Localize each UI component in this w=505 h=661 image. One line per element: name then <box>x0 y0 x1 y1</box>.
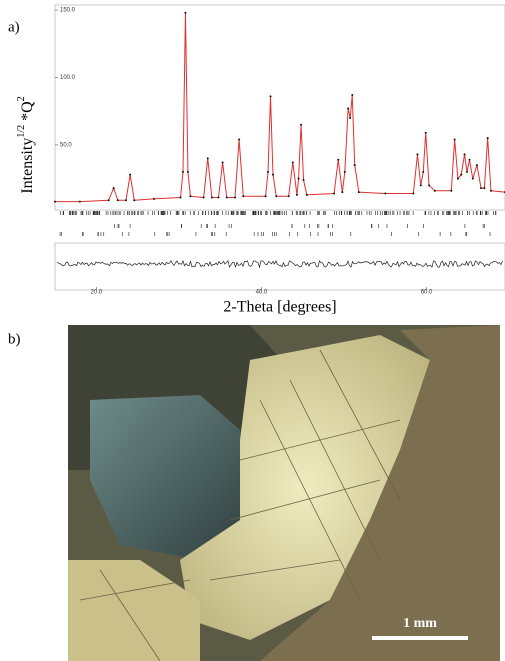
observed-point <box>486 137 489 140</box>
observed-point <box>238 138 241 141</box>
y-label-sup: 1/2 <box>16 125 27 138</box>
observed-point <box>264 195 267 198</box>
observed-point <box>424 131 427 134</box>
panel-label: a) <box>8 19 20 35</box>
observed-point <box>480 187 483 190</box>
observed-point <box>483 187 486 190</box>
observed-point <box>217 196 220 199</box>
observed-point <box>275 195 278 198</box>
observed-point <box>271 173 274 176</box>
x-tick-label: 40.0 <box>256 290 268 296</box>
observed-point <box>412 192 415 195</box>
difference-frame <box>54 242 505 291</box>
observed-point <box>466 170 469 173</box>
observed-point <box>179 196 182 199</box>
observed-point <box>206 157 209 160</box>
fine-grained-matrix <box>260 325 500 661</box>
observed-point <box>242 195 245 198</box>
observed-point <box>460 173 463 176</box>
observed-point <box>337 158 340 161</box>
observed-point <box>297 177 300 180</box>
difference-curve <box>56 259 503 269</box>
observed-point <box>300 123 303 126</box>
observed-point <box>107 199 110 202</box>
observed-point <box>428 184 431 187</box>
panel-label: b) <box>8 331 21 347</box>
observed-point <box>353 164 356 167</box>
observed-point <box>463 153 466 156</box>
y-tick-label: 50.0 <box>60 143 72 149</box>
observed-point <box>129 173 132 176</box>
observed-point <box>287 195 290 198</box>
observed-point <box>453 138 456 141</box>
micrograph: 1 mm <box>68 325 500 661</box>
calculated-line <box>55 12 505 203</box>
y-label-mid: *Q <box>19 101 36 125</box>
observed-point <box>295 193 298 196</box>
observed-point <box>419 184 422 187</box>
observed-point <box>357 191 360 194</box>
scale-bar-label: 1 mm <box>403 616 437 631</box>
observed-point <box>384 192 387 195</box>
blue-grain <box>90 395 250 560</box>
observed-point <box>302 179 305 182</box>
plot-frame <box>54 4 505 211</box>
y-tick-label: 100.0 <box>60 75 76 81</box>
observed-point <box>341 191 344 194</box>
observed-point <box>422 170 425 173</box>
x-tick-label: 20.0 <box>90 290 102 296</box>
observed-point <box>416 153 419 156</box>
observed-point <box>351 94 354 97</box>
observed-point <box>450 189 453 192</box>
y-label-sup: 2 <box>16 96 27 101</box>
observed-point <box>433 189 436 192</box>
observed-point <box>489 189 492 192</box>
observed-point <box>343 170 346 173</box>
observed-point <box>221 161 224 164</box>
x-tick-label: 60.0 <box>421 290 433 296</box>
observed-point <box>116 199 119 202</box>
observed-point <box>189 195 192 198</box>
observed-point <box>234 196 236 199</box>
x-axis-label: 2-Theta [degrees] <box>223 299 336 316</box>
observed-point <box>468 158 471 161</box>
pale-grain <box>180 335 430 640</box>
observed-point <box>112 187 115 190</box>
observed-point <box>267 170 270 173</box>
observed-point <box>471 177 474 180</box>
observed-point <box>269 95 272 98</box>
observed-point <box>186 170 189 173</box>
observed-point <box>333 192 336 195</box>
observed-point <box>125 199 128 202</box>
y-tick-label: 150.0 <box>60 8 76 14</box>
y-label-main: Intensity <box>19 138 36 194</box>
y-axis-label: Intensity1/2 *Q2 <box>16 96 35 193</box>
observed-point <box>202 196 205 199</box>
observed-point <box>133 199 136 202</box>
observed-point <box>475 164 478 167</box>
observed-point <box>456 177 459 180</box>
cleavage-lines <box>79 349 401 661</box>
pale-grain <box>68 560 200 661</box>
observed-point <box>181 170 184 173</box>
observed-point <box>78 200 81 203</box>
observed-point <box>347 107 350 110</box>
observed-point <box>225 196 228 199</box>
reflection-ticks <box>59 211 497 236</box>
observed-point <box>153 197 156 200</box>
observed-point <box>349 116 352 119</box>
observed-point <box>305 193 308 196</box>
observed-point <box>210 196 213 199</box>
observed-point <box>291 161 294 164</box>
observed-point <box>54 200 56 203</box>
observed-point <box>184 11 187 14</box>
